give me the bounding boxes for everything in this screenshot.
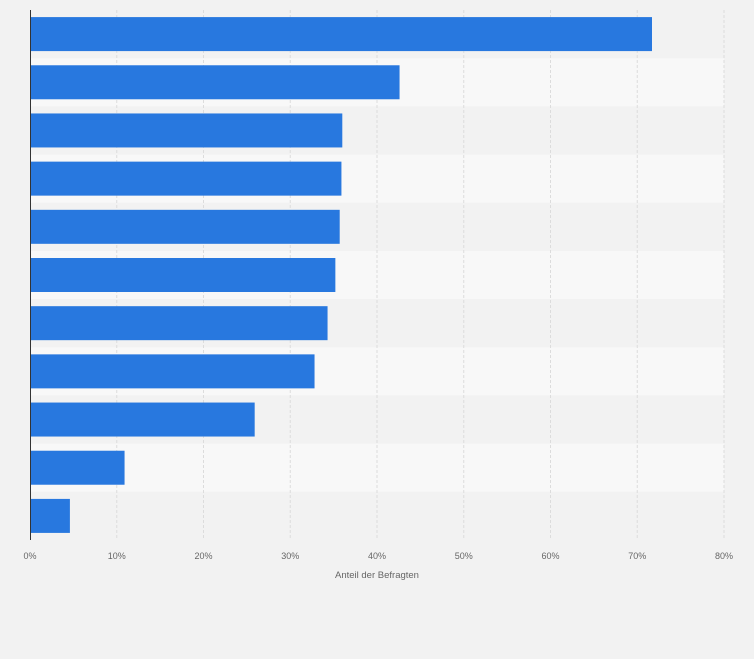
x-tick-label: 80% (715, 551, 733, 561)
x-tick-label: 10% (108, 551, 126, 561)
x-tick-label: 50% (455, 551, 473, 561)
bar[interactable] (30, 498, 70, 533)
bar[interactable] (30, 65, 400, 100)
x-tick-label: 20% (194, 551, 212, 561)
bar[interactable] (30, 306, 328, 341)
bar[interactable] (30, 113, 343, 148)
bar[interactable] (30, 17, 652, 52)
x-tick-label: 60% (541, 551, 559, 561)
x-axis-title: Anteil der Befragten (335, 570, 419, 581)
bar[interactable] (30, 258, 336, 292)
x-tick-labels: 0% 10% 20% 30% 40% 50% 60% 70% 80% (23, 551, 733, 561)
bar[interactable] (30, 402, 255, 437)
bar[interactable] (30, 354, 315, 389)
bar[interactable] (30, 209, 340, 244)
x-tick-label: 30% (281, 551, 299, 561)
x-tick-label: 0% (23, 551, 36, 561)
bar[interactable] (30, 450, 125, 485)
x-tick-label: 70% (628, 551, 646, 561)
x-tick-label: 40% (368, 551, 386, 561)
bar[interactable] (30, 161, 342, 196)
bars (30, 17, 652, 533)
